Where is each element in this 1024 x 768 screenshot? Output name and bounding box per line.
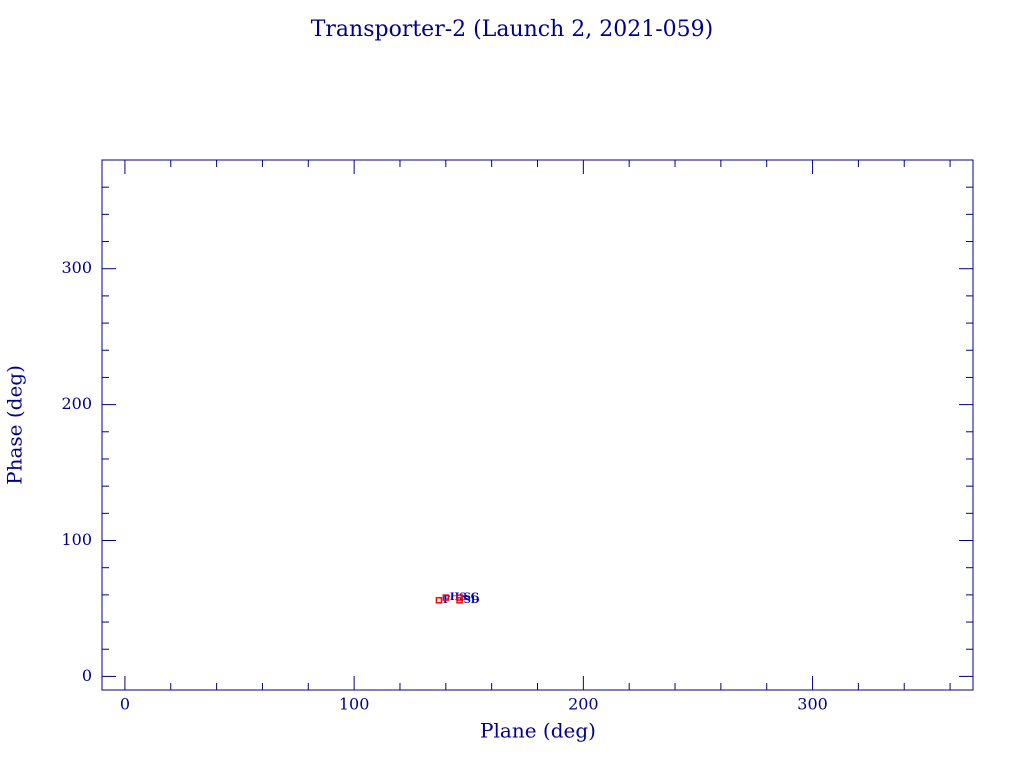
x-tick-label: 200 bbox=[568, 695, 599, 714]
point-label: SC bbox=[464, 592, 479, 603]
point bbox=[435, 597, 443, 604]
y-tick-label: 300 bbox=[61, 258, 92, 277]
x-tick-label: 300 bbox=[797, 695, 828, 714]
y-tick-label: 100 bbox=[61, 530, 92, 549]
y-tick-label: 200 bbox=[61, 394, 92, 413]
x-tick-label: 0 bbox=[120, 695, 130, 714]
plot-frame bbox=[101, 159, 974, 691]
point bbox=[456, 597, 463, 604]
point-label: SD bbox=[464, 595, 480, 606]
x-axis-label: Plane (deg) bbox=[480, 719, 596, 743]
chart-title: Transporter-2 (Launch 2, 2021-059) bbox=[311, 17, 714, 42]
point bbox=[442, 594, 450, 601]
y-tick-label: 0 bbox=[82, 666, 92, 685]
x-tick-label: 100 bbox=[339, 695, 370, 714]
y-axis-label: Phase (deg) bbox=[3, 365, 27, 485]
